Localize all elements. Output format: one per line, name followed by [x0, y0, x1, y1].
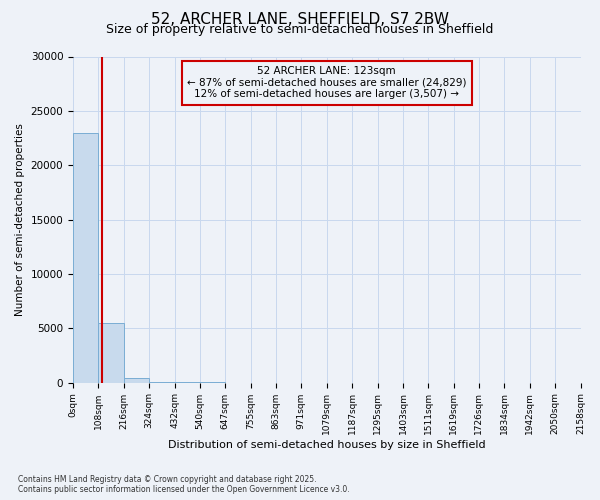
Bar: [124, 378, 149, 382]
Text: 52, ARCHER LANE, SHEFFIELD, S7 2BW: 52, ARCHER LANE, SHEFFIELD, S7 2BW: [151, 12, 449, 28]
X-axis label: Distribution of semi-detached houses by size in Sheffield: Distribution of semi-detached houses by …: [168, 440, 485, 450]
Bar: [73, 132, 98, 382]
Text: Size of property relative to semi-detached houses in Sheffield: Size of property relative to semi-detach…: [106, 22, 494, 36]
Y-axis label: Number of semi-detached properties: Number of semi-detached properties: [15, 123, 25, 316]
Text: Contains HM Land Registry data © Crown copyright and database right 2025.
Contai: Contains HM Land Registry data © Crown c…: [18, 474, 350, 494]
Text: 52 ARCHER LANE: 123sqm
← 87% of semi-detached houses are smaller (24,829)
12% of: 52 ARCHER LANE: 123sqm ← 87% of semi-det…: [187, 66, 467, 100]
Bar: [98, 323, 124, 382]
